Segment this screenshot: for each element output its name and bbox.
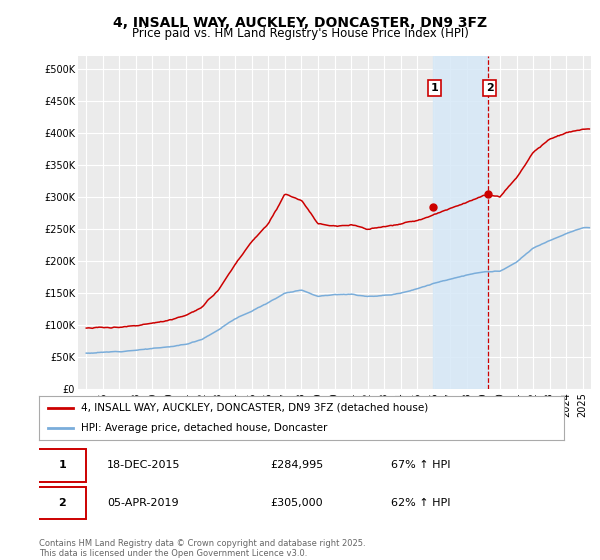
Text: 67% ↑ HPI: 67% ↑ HPI xyxy=(391,460,450,470)
Text: 2: 2 xyxy=(58,498,66,508)
FancyBboxPatch shape xyxy=(38,487,86,519)
Text: 2: 2 xyxy=(485,83,493,93)
Text: 4, INSALL WAY, AUCKLEY, DONCASTER, DN9 3FZ (detached house): 4, INSALL WAY, AUCKLEY, DONCASTER, DN9 3… xyxy=(81,403,428,413)
Text: £284,995: £284,995 xyxy=(270,460,323,470)
Text: HPI: Average price, detached house, Doncaster: HPI: Average price, detached house, Donc… xyxy=(81,423,328,433)
Text: 1: 1 xyxy=(431,83,439,93)
Bar xyxy=(433,56,488,389)
Text: Price paid vs. HM Land Registry's House Price Index (HPI): Price paid vs. HM Land Registry's House … xyxy=(131,27,469,40)
Text: £305,000: £305,000 xyxy=(270,498,323,508)
FancyBboxPatch shape xyxy=(38,449,86,482)
Text: 62% ↑ HPI: 62% ↑ HPI xyxy=(391,498,450,508)
Text: 4, INSALL WAY, AUCKLEY, DONCASTER, DN9 3FZ: 4, INSALL WAY, AUCKLEY, DONCASTER, DN9 3… xyxy=(113,16,487,30)
Text: 05-APR-2019: 05-APR-2019 xyxy=(107,498,179,508)
Text: 18-DEC-2015: 18-DEC-2015 xyxy=(107,460,181,470)
Text: 1: 1 xyxy=(58,460,66,470)
Text: Contains HM Land Registry data © Crown copyright and database right 2025.
This d: Contains HM Land Registry data © Crown c… xyxy=(39,539,365,558)
